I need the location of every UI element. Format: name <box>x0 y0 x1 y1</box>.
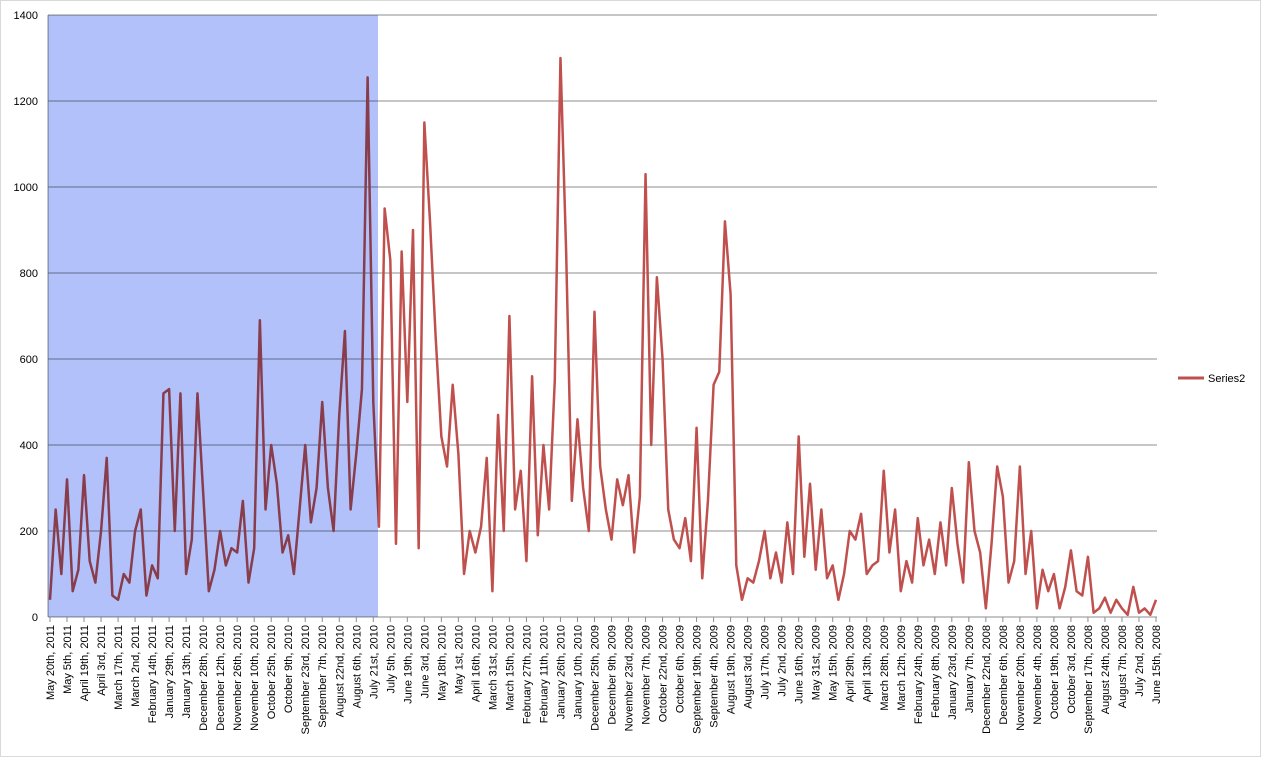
x-tick-label: April 29th, 2009 <box>845 625 857 702</box>
x-tick-label: November 23rd, 2009 <box>624 625 636 731</box>
x-tick-label: May 15th, 2009 <box>828 625 840 701</box>
x-tick-label: January 10th, 2010 <box>572 625 584 719</box>
x-tick-label: October 22nd, 2009 <box>658 625 670 722</box>
x-tick-label: September 17th, 2008 <box>1083 625 1095 734</box>
x-tick-label: August 19th, 2009 <box>726 625 738 714</box>
x-tick-label: November 4th, 2008 <box>1032 625 1044 725</box>
x-tick-label: November 20th, 2008 <box>1015 625 1027 731</box>
x-tick-label: December 25th, 2009 <box>589 625 601 731</box>
x-tick-label: December 28th, 2010 <box>198 625 210 731</box>
x-tick-label: April 16th, 2010 <box>470 625 482 702</box>
x-tick-label: September 19th, 2009 <box>692 625 704 734</box>
x-tick-label: August 22nd, 2010 <box>334 625 346 717</box>
x-tick-label: August 6th, 2010 <box>351 625 363 708</box>
x-tick-label: December 22nd, 2008 <box>981 625 993 734</box>
x-tick-label: January 26th, 2010 <box>555 625 567 719</box>
x-tick-label: April 3rd, 2011 <box>96 625 108 696</box>
x-tick-label: May 20th, 2011 <box>45 625 57 700</box>
x-tick-label: February 24th, 2009 <box>913 625 925 724</box>
x-tick-label: April 19th, 2011 <box>79 625 91 701</box>
x-tick-label: January 29th, 2011 <box>164 625 176 718</box>
x-tick-label: August 24th, 2008 <box>1100 625 1112 714</box>
y-tick-label: 1400 <box>14 10 38 22</box>
x-tick-label: May 5th, 2011 <box>62 625 74 694</box>
x-tick-label: May 18th, 2010 <box>436 625 448 701</box>
x-tick-label: February 14th, 2011 <box>147 625 159 723</box>
x-tick-label: June 15th, 2008 <box>1151 625 1163 704</box>
x-tick-label: June 3rd, 2010 <box>419 625 431 698</box>
x-tick-label: May 1st, 2010 <box>453 625 465 694</box>
x-tick-label: March 15th, 2010 <box>504 625 516 711</box>
x-tick-label: March 28th, 2009 <box>879 625 891 711</box>
x-tick-label: February 8th, 2009 <box>930 625 942 718</box>
x-tick-label: January 23rd, 2009 <box>947 625 959 720</box>
x-tick-label: June 16th, 2009 <box>794 625 806 704</box>
y-tick-label: 600 <box>20 354 38 366</box>
x-tick-label: March 31st, 2010 <box>487 625 499 710</box>
x-tick-label: July 21st, 2010 <box>368 625 380 699</box>
x-tick-label: November 10th, 2010 <box>249 625 261 731</box>
x-tick-label: February 11th, 2010 <box>538 625 550 723</box>
x-tick-label: July 5th, 2010 <box>385 625 397 694</box>
x-tick-label: August 3rd, 2009 <box>743 625 755 709</box>
x-tick-label: March 12th, 2009 <box>896 625 908 711</box>
y-tick-label: 800 <box>20 268 38 280</box>
x-tick-label: August 7th, 2008 <box>1117 625 1129 708</box>
x-tick-label: February 27th, 2010 <box>521 625 533 724</box>
x-tick-label: July 2nd, 2009 <box>777 625 789 697</box>
x-tick-label: September 23rd, 2010 <box>300 625 312 734</box>
x-tick-label: September 4th, 2009 <box>709 625 721 728</box>
x-tick-label: October 9th, 2010 <box>283 625 295 713</box>
x-tick-label: March 2nd, 2011 <box>130 625 142 707</box>
highlight-band <box>48 15 378 617</box>
y-tick-label: 400 <box>20 440 38 452</box>
y-tick-label: 0 <box>32 612 38 624</box>
y-tick-label: 200 <box>20 526 38 538</box>
x-tick-label: December 9th, 2009 <box>607 625 619 725</box>
x-tick-label: September 7th, 2010 <box>317 625 329 728</box>
x-tick-label: March 17th, 2011 <box>113 625 125 710</box>
y-tick-label: 1200 <box>14 96 38 108</box>
x-tick-label: July 2nd, 2008 <box>1134 625 1146 697</box>
x-tick-label: January 13th, 2011 <box>181 625 193 718</box>
x-tick-label: January 7th, 2009 <box>964 625 976 713</box>
x-tick-label: April 13th, 2009 <box>862 625 874 702</box>
x-tick-label: October 6th, 2009 <box>675 625 687 713</box>
x-tick-label: December 6th, 2008 <box>998 625 1010 725</box>
x-tick-label: October 3rd, 2008 <box>1066 625 1078 714</box>
x-tick-label: October 25th, 2010 <box>266 625 278 719</box>
x-tick-label: October 19th, 2008 <box>1049 625 1061 719</box>
x-tick-label: May 31st, 2009 <box>811 625 823 700</box>
x-tick-label: December 12th, 2010 <box>215 625 227 731</box>
x-tick-label: November 7th, 2009 <box>641 625 653 725</box>
legend-label: Series2 <box>1208 373 1245 385</box>
x-tick-label: July 17th, 2009 <box>760 625 772 700</box>
y-tick-label: 1000 <box>14 182 38 194</box>
x-tick-label: November 26th, 2010 <box>232 625 244 731</box>
x-tick-label: June 19th, 2010 <box>402 625 414 704</box>
